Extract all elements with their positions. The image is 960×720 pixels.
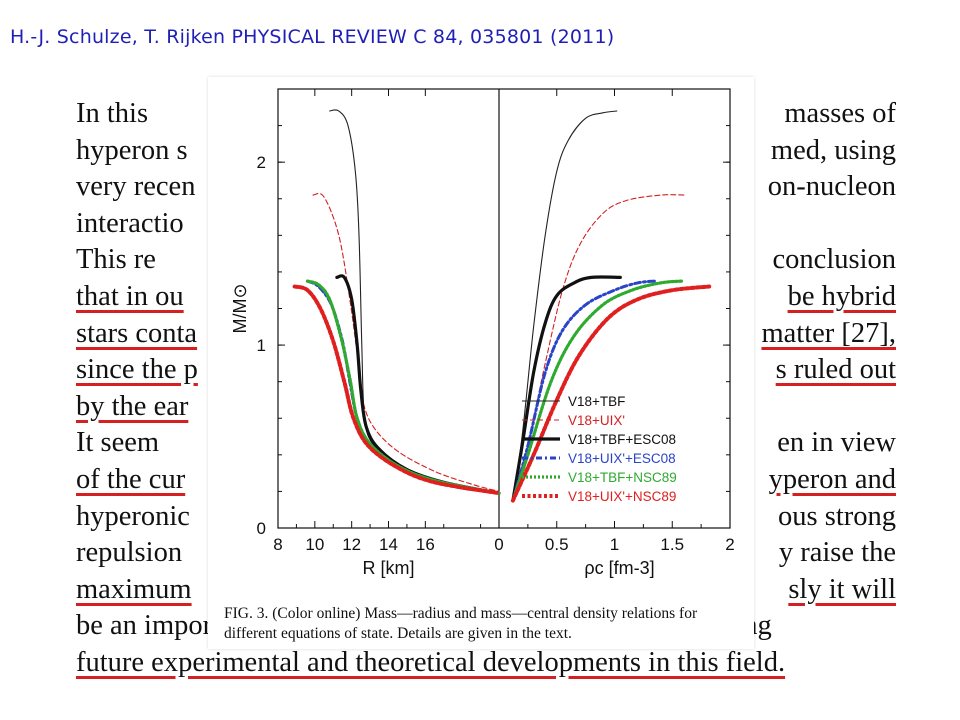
paper-line-right: be hybrid <box>787 281 896 312</box>
citation-header: H.-J. Schulze, T. Rijken PHYSICAL REVIEW… <box>10 26 615 48</box>
x-tick-label-left: 16 <box>416 535 435 554</box>
paper-line-right: sly it will <box>788 573 896 605</box>
x-tick-label-zero: 0 <box>494 535 503 554</box>
paper-line-right: conclusion <box>772 244 896 276</box>
paper-line: by the ear <box>76 389 896 425</box>
paper-line: It seem en in view <box>76 425 896 461</box>
paper-line: that in ou be hybrid <box>76 279 896 315</box>
figure-panel: 0 1 2 8 10 12 14 16 0 0.5 1 1.5 2 R [km] ρc [fm-3] M/M⊙… <box>208 77 754 649</box>
legend-label: V18+UIX'+NSC89 <box>568 489 676 504</box>
paper-line-left: that in ou <box>76 281 184 312</box>
figure-caption: FIG. 3. (Color online) Mass—radius and m… <box>224 604 744 644</box>
paper-line-right: on-nucleon <box>767 171 896 203</box>
y-axis-label: M/M⊙ <box>230 283 250 333</box>
paper-line: This re conclusion <box>76 242 896 278</box>
legend-label: V18+TBF+NSC89 <box>568 470 677 485</box>
paper-line-left: very recen <box>76 171 196 203</box>
paper-line-left: hyperonic <box>76 500 190 532</box>
right-series-2 <box>512 194 687 502</box>
caption-text: Mass—radius and mass—central density rel… <box>224 605 698 642</box>
legend-label: V18+UIX'+ESC08 <box>568 451 676 466</box>
x-tick-label-left: 10 <box>305 535 324 554</box>
legend-label: V18+UIX' <box>568 413 625 428</box>
right-series-6 <box>510 284 712 503</box>
x-tick-label-left: 14 <box>379 535 398 554</box>
paper-line-left: of the cur <box>76 464 186 495</box>
y-tick-label: 0 <box>257 519 266 538</box>
y-tick-label: 1 <box>257 336 266 355</box>
paper-line-left: interactio <box>76 207 184 239</box>
paper-line: since the p s ruled out <box>76 352 896 388</box>
paper-text-background: In this masses of hyperon s med, using very … <box>76 96 896 716</box>
paper-line-left: It seem <box>76 427 160 459</box>
paper-line: maximum sly it will <box>76 572 896 608</box>
right-series-1 <box>512 110 618 502</box>
paper-line-left: since the p <box>76 354 198 386</box>
paper-line-left: This re <box>76 244 156 276</box>
legend-label: V18+TBF+ESC08 <box>568 432 676 447</box>
paper-line-left: maximum <box>76 573 192 605</box>
paper-line-right: s ruled out <box>775 354 896 386</box>
left-series-6 <box>292 284 501 496</box>
x-axis-label-left: R [km] <box>363 558 415 578</box>
left-series-1 <box>329 109 500 494</box>
paper-line-right: med, using <box>770 134 896 166</box>
left-series-5 <box>305 279 501 495</box>
paper-line-right: masses of <box>784 98 896 129</box>
paper-line-left: hyperon s <box>76 134 188 166</box>
paper-line-left: repulsion <box>76 537 183 569</box>
paper-line: repulsion y raise the <box>76 535 896 571</box>
paper-line-right: y raise the <box>778 537 896 569</box>
right-series-4 <box>511 279 657 503</box>
paper-line: hyperonic ous strong <box>76 499 896 535</box>
paper-line: hyperon s med, using <box>76 133 896 169</box>
paper-line-right: matter [27], <box>761 317 896 349</box>
x-tick-label-right: 2 <box>725 535 734 554</box>
paper-line-right: en in view <box>777 427 896 459</box>
paper-line-left: by the ear <box>76 390 189 422</box>
left-series-4 <box>306 279 501 495</box>
paper-line: future experimental and theoretical deve… <box>76 645 896 681</box>
x-tick-label-right: 1 <box>610 535 619 554</box>
paper-line-left: future experimental and theoretical deve… <box>76 647 786 678</box>
x-axis-label-right: ρc [fm-3] <box>584 558 654 578</box>
x-tick-label-right: 0.5 <box>545 535 569 554</box>
right-series-5 <box>511 279 684 503</box>
x-tick-label-left: 12 <box>342 535 361 554</box>
legend-label: V18+TBF <box>568 394 625 409</box>
x-tick-label-right: 1.5 <box>660 535 684 554</box>
paper-line: In this masses of <box>76 96 896 132</box>
paper-line: of the cur yperon and <box>76 462 896 498</box>
paper-line-left: stars conta <box>76 317 198 349</box>
paper-line-left: In this <box>76 98 149 129</box>
x-tick-label-left: 8 <box>273 535 282 554</box>
paper-line-right: yperon and <box>768 464 896 495</box>
paper-line: stars conta matter [27], <box>76 316 896 352</box>
paper-line-right: ous strong <box>778 500 896 532</box>
paper-line: very recen on-nucleon <box>76 169 896 205</box>
y-tick-label: 2 <box>257 153 266 172</box>
paper-line: interactio <box>76 206 896 242</box>
caption-label: FIG. 3. (Color online) <box>224 605 361 622</box>
